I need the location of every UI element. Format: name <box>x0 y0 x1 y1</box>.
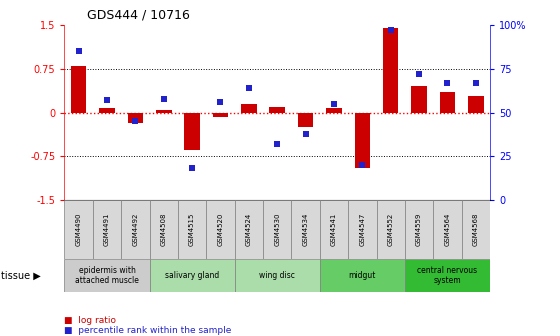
Bar <box>206 200 235 259</box>
Bar <box>241 104 256 113</box>
Text: GDS444 / 10716: GDS444 / 10716 <box>87 9 190 22</box>
Bar <box>468 96 484 113</box>
Text: GSM4534: GSM4534 <box>302 213 309 246</box>
Bar <box>269 107 285 113</box>
Bar <box>354 113 370 168</box>
Bar <box>64 259 150 292</box>
Bar <box>298 113 314 127</box>
Bar <box>348 200 376 259</box>
Bar <box>376 200 405 259</box>
Text: GSM4524: GSM4524 <box>246 213 252 246</box>
Text: GSM4490: GSM4490 <box>76 213 82 246</box>
Bar <box>184 113 200 151</box>
Text: GSM4541: GSM4541 <box>331 213 337 246</box>
Bar <box>64 200 93 259</box>
Text: GSM4568: GSM4568 <box>473 213 479 246</box>
Bar <box>405 200 433 259</box>
Text: salivary gland: salivary gland <box>165 271 219 280</box>
Bar <box>263 200 291 259</box>
Bar <box>440 92 455 113</box>
Bar <box>128 113 143 123</box>
Bar <box>121 200 150 259</box>
Bar <box>320 259 405 292</box>
Text: GSM4552: GSM4552 <box>388 213 394 246</box>
Text: central nervous
system: central nervous system <box>417 266 478 285</box>
Bar <box>383 28 399 113</box>
Bar <box>156 110 171 113</box>
Bar <box>150 259 235 292</box>
Bar <box>99 109 115 113</box>
Text: midgut: midgut <box>349 271 376 280</box>
Text: ■  log ratio: ■ log ratio <box>64 317 116 325</box>
Bar <box>461 200 490 259</box>
Text: GSM4559: GSM4559 <box>416 213 422 246</box>
Bar <box>71 66 86 113</box>
Bar <box>235 200 263 259</box>
Bar <box>433 200 461 259</box>
Text: GSM4515: GSM4515 <box>189 213 195 246</box>
Bar <box>326 109 342 113</box>
Bar <box>150 200 178 259</box>
Bar <box>291 200 320 259</box>
Bar <box>178 200 206 259</box>
Bar <box>93 200 121 259</box>
Text: GSM4491: GSM4491 <box>104 213 110 246</box>
Text: ■  percentile rank within the sample: ■ percentile rank within the sample <box>64 327 232 335</box>
Text: GSM4492: GSM4492 <box>132 213 138 246</box>
Text: GSM4530: GSM4530 <box>274 213 280 246</box>
Bar <box>405 259 490 292</box>
Bar <box>213 113 228 117</box>
Text: GSM4520: GSM4520 <box>217 213 223 246</box>
Bar <box>320 200 348 259</box>
Text: GSM4547: GSM4547 <box>360 213 365 246</box>
Text: epidermis with
attached muscle: epidermis with attached muscle <box>75 266 139 285</box>
Text: wing disc: wing disc <box>259 271 295 280</box>
Text: tissue ▶: tissue ▶ <box>1 270 41 281</box>
Text: GSM4564: GSM4564 <box>445 213 450 246</box>
Bar <box>411 86 427 113</box>
Bar <box>235 259 320 292</box>
Text: GSM4508: GSM4508 <box>161 213 167 246</box>
